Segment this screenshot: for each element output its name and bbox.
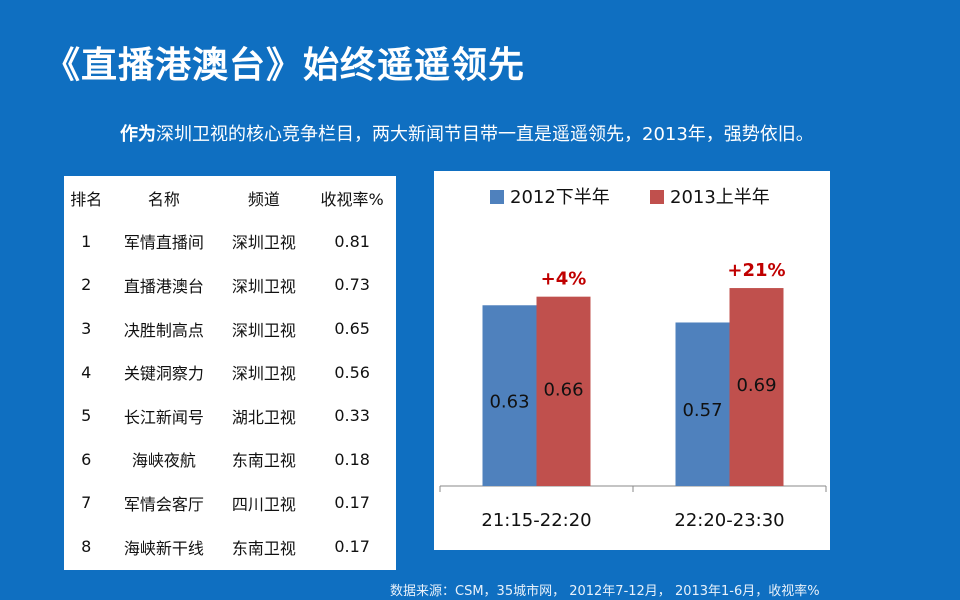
cell-channel: 深圳卫视 [231, 233, 296, 253]
ranking-body: 1 军情直播间 深圳卫视 0.81 2 直播港澳台 深圳卫视 0.73 3 决胜制高点 深圳卫视 0.… [64, 220, 396, 569]
table-row: 1 军情直播间 深圳卫视 0.81 [64, 220, 396, 264]
cell-rating: 0.33 [334, 406, 370, 426]
x-tick-label: 21:15-22:20 [481, 510, 591, 531]
legend-swatch [650, 190, 664, 204]
ranking-table: 排名 名称 频道 收视率% 1 军情直播间 深圳卫视 0.81 2 直播港澳台 深圳卫视 0.… [64, 176, 396, 570]
table-row: 8 海峡新干线 东南卫视 0.17 [64, 525, 396, 569]
cell-rating: 0.65 [334, 319, 370, 339]
cell-name: 军情会客厅 [123, 494, 204, 514]
cell-rank: 1 [81, 231, 92, 251]
cell-rating: 0.81 [334, 231, 370, 251]
bar-chart: 0.63 0.66 +4% 21:15-22:20 0.57 0.69 +21% 22:20-… [434, 171, 830, 550]
table-row: 2 直播港澳台 深圳卫视 0.73 [64, 263, 396, 307]
bar-value-label: 0.57 [682, 400, 722, 421]
header-rating: 收视率% [320, 189, 384, 209]
cell-channel: 深圳卫视 [231, 276, 296, 296]
legend-label: 2012下半年 [510, 187, 610, 208]
bar-value-label: 0.66 [543, 379, 583, 400]
cell-name: 直播港澳台 [123, 276, 204, 296]
legend-swatch [490, 190, 504, 204]
cell-rating: 0.17 [334, 537, 370, 557]
cell-rating: 0.17 [334, 493, 370, 513]
bar-2012h2 [675, 322, 730, 486]
ranking-header-row: 排名 名称 频道 收视率% [64, 176, 396, 220]
header-channel: 频道 [247, 189, 280, 209]
cell-channel: 东南卫视 [231, 451, 296, 471]
bar-2012h2 [482, 305, 537, 486]
subtitle-emphasis: 作为 [120, 124, 156, 145]
bar-2013h1 [729, 288, 784, 486]
bar-value-label: 0.69 [736, 375, 776, 396]
cell-rating: 0.56 [334, 362, 370, 382]
cell-rank: 5 [81, 406, 92, 426]
page-subtitle: 作为深圳卫视的核心竞争栏目，两大新闻节目带一直是遥遥领先，2013年，强势依旧。 [120, 120, 814, 146]
cell-name: 决胜制高点 [123, 320, 204, 340]
bar-chart-svg: 0.63 0.66 +4% 21:15-22:20 0.57 0.69 +21% 22:20-… [439, 187, 827, 531]
cell-channel: 深圳卫视 [231, 320, 296, 340]
table-row: 4 关键洞察力 深圳卫视 0.56 [64, 350, 396, 394]
cell-rank: 6 [81, 449, 92, 469]
table-row: 5 长江新闻号 湖北卫视 0.33 [64, 394, 396, 438]
cell-name: 海峡夜航 [131, 451, 196, 471]
growth-annotation: +21% [727, 260, 785, 281]
cell-rating: 0.18 [334, 449, 370, 469]
table-row: 7 军情会客厅 四川卫视 0.17 [64, 481, 396, 525]
cell-channel: 四川卫视 [231, 494, 296, 514]
cell-rank: 2 [81, 275, 92, 295]
page-title: 《直播港澳台》始终遥遥领先 [44, 45, 526, 86]
cell-rank: 4 [81, 362, 92, 382]
table-row: 6 海峡夜航 东南卫视 0.18 [64, 438, 396, 482]
cell-name: 长江新闻号 [123, 407, 204, 427]
x-tick-label: 22:20-23:30 [674, 510, 784, 531]
cell-name: 海峡新干线 [123, 538, 204, 558]
cell-rank: 8 [81, 537, 92, 557]
bar-value-label: 0.63 [489, 392, 529, 413]
cell-channel: 深圳卫视 [231, 364, 296, 384]
cell-rank: 7 [81, 493, 92, 513]
header-name: 名称 [147, 189, 180, 209]
cell-channel: 湖北卫视 [231, 407, 296, 427]
legend-label: 2013上半年 [670, 187, 770, 208]
data-source-note: 数据来源：CSM，35城市网， 2012年7-12月， 2013年1-6月，收视… [390, 584, 820, 599]
subtitle-text: 深圳卫视的核心竞争栏目，两大新闻节目带一直是遥遥领先，2013年，强势依旧。 [156, 124, 814, 145]
cell-rank: 3 [81, 319, 92, 339]
cell-name: 军情直播间 [123, 233, 204, 253]
bar-2013h1 [536, 296, 591, 486]
cell-channel: 东南卫视 [231, 538, 296, 558]
header-rank: 排名 [70, 189, 103, 209]
cell-name: 关键洞察力 [123, 364, 204, 384]
growth-annotation: +4% [541, 269, 587, 290]
cell-rating: 0.73 [334, 275, 370, 295]
table-row: 3 决胜制高点 深圳卫视 0.65 [64, 307, 396, 351]
